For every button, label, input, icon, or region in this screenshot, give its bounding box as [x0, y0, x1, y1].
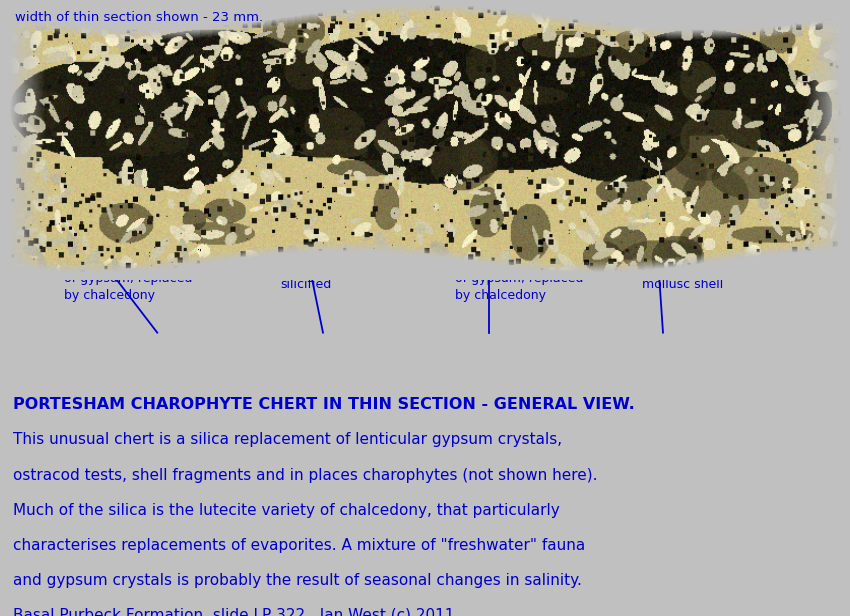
Text: lenticular crystals
of gypsum, replaced
by chalcedony: lenticular crystals of gypsum, replaced …	[64, 256, 192, 302]
Text: PORTESHAM CHAROPHYTE CHERT IN THIN SECTION - GENERAL VIEW.: PORTESHAM CHAROPHYTE CHERT IN THIN SECTI…	[13, 397, 634, 412]
Text: and gypsum crystals is probably the result of seasonal changes in salinity.: and gypsum crystals is probably the resu…	[13, 573, 581, 588]
Text: width of thin section shown - 23 mm.: width of thin section shown - 23 mm.	[15, 12, 264, 25]
Text: Much of the silica is the lutecite variety of chalcedony, that particularly: Much of the silica is the lutecite varie…	[13, 503, 559, 517]
Text: ostracod tests, shell fragments and in places charophytes (not shown here).: ostracod tests, shell fragments and in p…	[13, 468, 598, 482]
Text: This unusual chert is a silica replacement of lenticular gypsum crystals,: This unusual chert is a silica replaceme…	[13, 432, 562, 447]
Text: ostracod tests,
silicified: ostracod tests, silicified	[280, 262, 373, 291]
Text: characterises replacements of evaporites. A mixture of "freshwater" fauna: characterises replacements of evaporites…	[13, 538, 585, 553]
Text: lenticular crystals
of gypsum, replaced
by chalcedony: lenticular crystals of gypsum, replaced …	[455, 256, 583, 302]
Text: Basal Purbeck Formation, slide LP 322.  Ian West (c) 2011.: Basal Purbeck Formation, slide LP 322. I…	[13, 608, 459, 616]
Text: fragment of
mollusc shell: fragment of mollusc shell	[642, 262, 723, 291]
